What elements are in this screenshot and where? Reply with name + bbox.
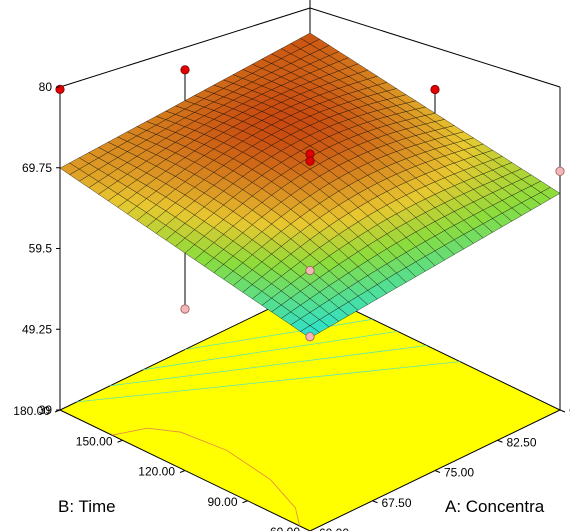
b-axis-tick (54, 409, 61, 413)
a-axis-tick-label: 82.50 (507, 435, 537, 449)
a-axis-tick-label: 75.00 (444, 466, 474, 480)
design-point-marker (55, 84, 65, 94)
floor-contour-line (143, 331, 398, 371)
design-point-marker (430, 84, 440, 95)
design-point-marker (305, 265, 315, 276)
z-axis-tick-label: 59.5 (29, 242, 53, 256)
a-axis-tick (497, 439, 503, 443)
axes: 39 49.25 59.5 69.75 80 60.00 90.00 120.00 150.00… (13, 80, 570, 531)
design-point-marker (305, 332, 315, 342)
response-surface-mesh (59, 32, 561, 339)
a-axis-tick (372, 500, 378, 504)
surface-cell (300, 32, 320, 45)
back-right-top-edge (309, 7, 561, 88)
z-axis-tick-label: 39 (39, 403, 53, 417)
b-axis-tick-label: 120.00 (138, 465, 175, 479)
b-axis-tick-label: 180.00 (13, 404, 50, 418)
a-axis-tick (559, 409, 566, 413)
back-left-top-edge (59, 7, 311, 88)
floor-contour-line (112, 427, 300, 527)
floor-contour-line (184, 318, 373, 350)
b-axis-tick (117, 439, 123, 443)
a-axis-title: A: Concentra (445, 497, 545, 516)
z-axis-tick-label: 49.25 (22, 322, 52, 336)
b-axis-tick (179, 470, 186, 473)
z-axis-tick-label: 69.75 (22, 161, 52, 175)
a-axis-tick-label: 60.00 (319, 526, 349, 531)
b-axis-tick-label: 60.00 (270, 525, 300, 531)
design-point-marker (180, 304, 190, 314)
a-axis-tick-label: 67.50 (382, 496, 412, 510)
floor-contour-line (76, 361, 461, 403)
design-points (55, 0, 565, 342)
b-axis-tick-label: 150.00 (76, 434, 113, 448)
design-point-marker (305, 156, 315, 166)
floor-contour-line (109, 345, 427, 387)
design-point-marker (555, 166, 565, 176)
b-axis-tick-label: 90.00 (207, 495, 237, 509)
a-axis-tick (434, 470, 441, 473)
design-point-marker (180, 65, 190, 75)
b-axis-title: B: Time (58, 497, 116, 516)
b-axis-tick (242, 500, 248, 504)
z-axis-tick-label: 80 (39, 80, 53, 94)
